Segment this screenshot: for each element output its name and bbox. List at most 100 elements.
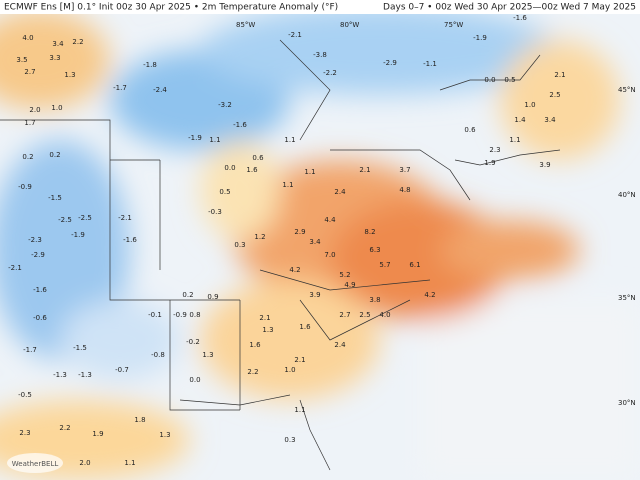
anomaly-label: 7.0 <box>324 251 335 259</box>
anomaly-label: 2.1 <box>359 166 370 174</box>
anomaly-label: -2.5 <box>78 214 92 222</box>
anomaly-label: 2.7 <box>339 311 350 319</box>
anomaly-label: -2.2 <box>323 69 337 77</box>
anomaly-label: -0.8 <box>151 351 165 359</box>
anomaly-label: -2.3 <box>28 236 42 244</box>
anomaly-label: -2.4 <box>153 86 167 94</box>
anomaly-label: 3.4 <box>544 116 556 124</box>
anomaly-label: -0.9 <box>173 311 187 319</box>
anomaly-label: 0.2 <box>22 153 33 161</box>
anomaly-label: -0.6 <box>33 314 47 322</box>
anomaly-label: -0.3 <box>208 208 222 216</box>
anomaly-label: 0.0 <box>484 76 495 84</box>
anomaly-label: 1.1 <box>124 459 135 467</box>
anomaly-label: -0.1 <box>148 311 162 319</box>
anomaly-label: 0.8 <box>189 311 200 319</box>
anomaly-label: -1.6 <box>33 286 47 294</box>
anomaly-label: -0.7 <box>115 366 129 374</box>
anomaly-label: 1.0 <box>284 366 295 374</box>
anomaly-label: 3.5 <box>16 56 27 64</box>
anomaly-label: 4.4 <box>324 216 336 224</box>
anomaly-label: 0.9 <box>207 293 218 301</box>
anomaly-label: -0.5 <box>18 391 32 399</box>
anomaly-label: -1.7 <box>113 84 127 92</box>
anomaly-label: -2.9 <box>31 251 45 259</box>
anomaly-label: 2.0 <box>79 459 90 467</box>
anomaly-label: 0.3 <box>234 241 245 249</box>
anomaly-label: 1.9 <box>92 430 103 438</box>
anomaly-label: 1.6 <box>249 341 261 349</box>
anomaly-label: 2.5 <box>549 91 560 99</box>
latitude-label: 40°N <box>618 191 636 199</box>
anomaly-label: 2.9 <box>294 228 305 236</box>
anomaly-label: 3.4 <box>52 40 64 48</box>
anomaly-label: 0.5 <box>504 76 515 84</box>
anomaly-label: -2.1 <box>288 31 302 39</box>
anomaly-label: 3.9 <box>309 291 320 299</box>
anomaly-label: 1.1 <box>284 136 295 144</box>
anomaly-label: -0.2 <box>186 338 200 346</box>
anomaly-label: -1.7 <box>23 346 37 354</box>
anomaly-label: 1.3 <box>64 71 75 79</box>
anomaly-label: 4.2 <box>289 266 300 274</box>
longitude-label: 80°W <box>340 21 359 29</box>
anomaly-label: 0.0 <box>224 164 235 172</box>
anomaly-label: -1.3 <box>78 371 92 379</box>
anomaly-label: 2.1 <box>259 314 270 322</box>
anomaly-label: 2.2 <box>247 368 258 376</box>
anomaly-label: 1.1 <box>509 136 520 144</box>
longitude-label: 75°W <box>444 21 463 29</box>
anomaly-label: 4.0 <box>22 34 33 42</box>
anomaly-label: 4.9 <box>344 281 355 289</box>
anomaly-label: 1.1 <box>304 168 315 176</box>
anomaly-label: 4.0 <box>379 311 390 319</box>
anomaly-label: -3.8 <box>313 51 327 59</box>
anomaly-label: 1.1 <box>282 181 293 189</box>
anomaly-label: 0.2 <box>182 291 193 299</box>
anomaly-label: 3.8 <box>369 296 380 304</box>
anomaly-label: 1.6 <box>246 166 258 174</box>
latitude-label: 35°N <box>618 294 636 302</box>
anomaly-label: -2.1 <box>118 214 132 222</box>
period: Days 0–7 • 00z Wed 30 Apr 2025—00z Wed 7… <box>383 3 636 13</box>
anomaly-label: 8.2 <box>364 228 375 236</box>
anomaly-label: 0.0 <box>189 376 200 384</box>
anomaly-label: -1.1 <box>423 60 437 68</box>
anomaly-label: -1.3 <box>53 371 67 379</box>
anomaly-label: 1.9 <box>484 159 495 167</box>
anomaly-field <box>0 5 640 480</box>
anomaly-label: 0.6 <box>464 126 476 134</box>
title: ECMWF Ens [M] 0.1° Init 00z 30 Apr 2025 … <box>4 3 338 13</box>
anomaly-label: 1.6 <box>299 323 311 331</box>
anomaly-label: 0.2 <box>49 151 60 159</box>
anomaly-label: 2.3 <box>19 429 30 437</box>
anomaly-label: 1.3 <box>159 431 170 439</box>
anomaly-label: 1.2 <box>254 233 265 241</box>
anomaly-label: -1.5 <box>73 344 87 352</box>
anomaly-label: 2.4 <box>334 341 346 349</box>
anomaly-label: -3.2 <box>218 101 232 109</box>
anomaly-label: -2.5 <box>58 216 72 224</box>
header-bar <box>0 0 640 14</box>
anomaly-label: 0.6 <box>252 154 264 162</box>
anomaly-label: 5.2 <box>339 271 350 279</box>
latitude-label: 45°N <box>618 86 636 94</box>
anomaly-label: 3.3 <box>49 54 60 62</box>
boundaries <box>0 39 561 471</box>
anomaly-label: 2.7 <box>24 68 35 76</box>
logo-badge <box>7 453 63 473</box>
anomaly-label: 1.3 <box>202 351 213 359</box>
anomaly-label: -1.6 <box>123 236 137 244</box>
anomaly-label: 1.0 <box>524 101 535 109</box>
anomaly-label: 5.7 <box>379 261 390 269</box>
anomaly-label: 3.7 <box>399 166 410 174</box>
anomaly-label: 6.1 <box>409 261 420 269</box>
anomaly-label: 4.8 <box>399 186 410 194</box>
anomaly-label: 1.7 <box>24 119 35 127</box>
anomaly-label: -0.9 <box>18 183 32 191</box>
anomaly-label: 0.3 <box>284 436 295 444</box>
anomaly-label: -1.9 <box>71 231 85 239</box>
anomaly-label: 4.2 <box>424 291 435 299</box>
anomaly-label: -1.6 <box>233 121 247 129</box>
